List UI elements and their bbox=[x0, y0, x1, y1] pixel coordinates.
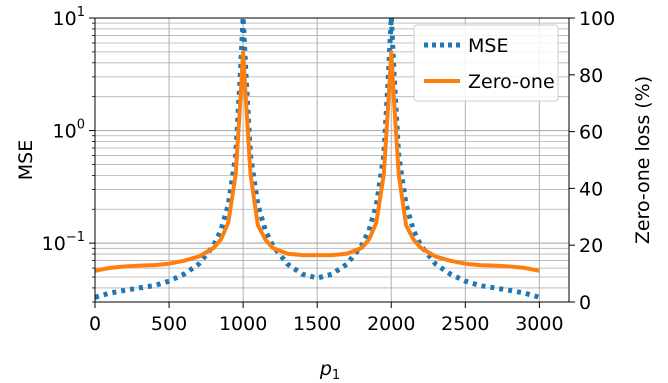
x-tick-label-6: 3000 bbox=[515, 313, 563, 335]
left-tick-label-exponent-2: −1 bbox=[66, 230, 85, 245]
left-tick-label-2: 10−1 bbox=[42, 230, 85, 255]
x-tick-label-3: 1500 bbox=[293, 313, 341, 335]
left-tick-label-1: 100 bbox=[53, 118, 85, 143]
x-axis-label: p1 bbox=[319, 358, 340, 383]
right-tick-label-3: 60 bbox=[579, 122, 603, 144]
left-tick-label-exponent-1: 0 bbox=[77, 118, 85, 133]
series-lines bbox=[94, 16, 541, 300]
x-axis-ticks: 0 500 1000 1500 2000 2500 3000 bbox=[89, 302, 564, 335]
x-tick-label-5: 2500 bbox=[441, 313, 489, 335]
x-tick-label-4: 2000 bbox=[367, 313, 415, 335]
legend-label-zero-one: Zero-one bbox=[468, 71, 555, 93]
x-tick-label-2: 1000 bbox=[219, 313, 267, 335]
right-tick-label-0: 0 bbox=[579, 292, 591, 314]
x-axis-label-subscript: 1 bbox=[332, 368, 340, 383]
x-tick-label-1: 500 bbox=[151, 313, 187, 335]
left-tick-label-base-2: 10 bbox=[42, 233, 66, 255]
series-line-zero-one bbox=[94, 50, 540, 273]
x-axis-label-main: p bbox=[319, 358, 332, 380]
left-tick-label-0: 101 bbox=[53, 5, 85, 30]
x-tick-label-0: 0 bbox=[89, 313, 101, 335]
right-tick-label-5: 100 bbox=[579, 8, 615, 30]
left-tick-label-base-0: 10 bbox=[53, 8, 77, 30]
left-tick-label-base-1: 10 bbox=[53, 121, 77, 143]
right-tick-label-2: 40 bbox=[579, 178, 603, 200]
right-tick-label-1: 20 bbox=[579, 235, 603, 257]
right-y-axis-ticks: 0 20 40 60 80 100 bbox=[569, 8, 615, 314]
right-y-axis-label: Zero-one loss (%) bbox=[632, 76, 654, 244]
right-tick-label-4: 80 bbox=[579, 65, 603, 87]
left-tick-label-exponent-0: 1 bbox=[77, 5, 85, 20]
left-y-axis-label: MSE bbox=[15, 140, 37, 180]
plot-frame bbox=[94, 17, 570, 303]
legend-label-mse: MSE bbox=[468, 35, 508, 57]
legend: MSE Zero-one bbox=[413, 24, 559, 102]
series-line-mse bbox=[94, 16, 541, 300]
